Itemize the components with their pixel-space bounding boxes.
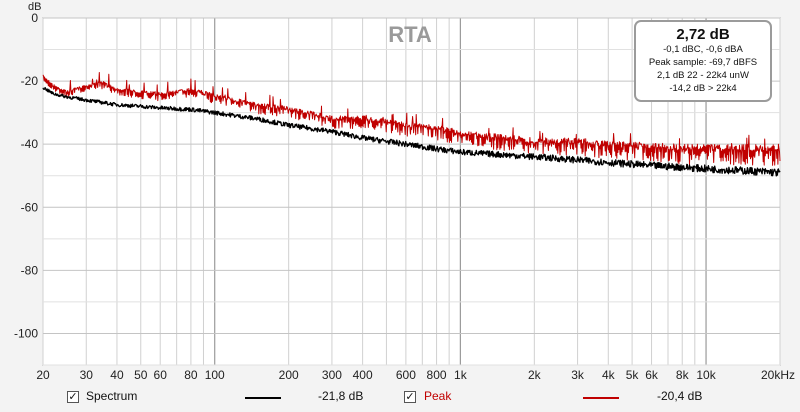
x-tick-label: 30 — [80, 368, 94, 382]
legend-value-peak: -20,4 dB — [657, 389, 703, 403]
legend-label-peak: Peak — [424, 389, 452, 403]
x-tick-label: 8k — [676, 368, 690, 382]
measurement-info-box: 2,72 dB -0,1 dBC, -0,6 dBA Peak sample: … — [634, 20, 772, 102]
y-tick-label: -60 — [21, 200, 39, 214]
legend: ✓ Spectrum -21,8 dB ✓ Peak -20,4 dB — [0, 389, 800, 409]
x-tick-labels: 20 30 40 50 60 80 100 200 300 400 600 800 1k 2k 3k 4k 5k… — [36, 368, 795, 382]
series-line-peak — [42, 72, 781, 166]
x-tick-label: 60 — [154, 368, 168, 382]
info-main-value: 2,72 dB — [676, 26, 730, 43]
x-tick-label: 3k — [571, 368, 585, 382]
x-tick-label: 800 — [427, 368, 447, 382]
x-tick-label: 100 — [205, 368, 225, 382]
x-tick-label: 40 — [110, 368, 124, 382]
x-tick-label: 5k — [626, 368, 640, 382]
info-line-peak-sample: Peak sample: -69,7 dBFS — [648, 57, 758, 68]
legend-label-spectrum: Spectrum — [86, 389, 138, 403]
y-tick-labels: 0 -20 -40 -60 -80 -100 — [14, 11, 38, 340]
y-tick-label: -80 — [21, 263, 39, 277]
x-tick-label: 600 — [396, 368, 416, 382]
legend-value-spectrum: -21,8 dB — [318, 389, 364, 403]
x-tick-label: 2k — [528, 368, 542, 382]
x-tick-label: 20 — [36, 368, 50, 382]
info-line-unweighted: 2,1 dB 22 - 22k4 unW — [657, 70, 749, 81]
peak-checkbox[interactable]: ✓ — [404, 391, 416, 403]
x-tick-label: 50 — [134, 368, 148, 382]
x-tick-label: 10k — [696, 368, 716, 382]
y-tick-label: -100 — [14, 326, 38, 340]
y-tick-label: -20 — [21, 74, 39, 88]
x-tick-label: 300 — [322, 368, 342, 382]
info-line-weighting: -0,1 dBC, -0,6 dBA — [663, 44, 743, 55]
grid-lines — [42, 17, 781, 366]
x-tick-label: 200 — [279, 368, 299, 382]
x-tick-label: 20kHz — [761, 368, 795, 382]
y-unit-label: dB — [28, 1, 41, 13]
y-tick-label: -40 — [21, 137, 39, 151]
legend-swatch-peak — [583, 397, 619, 399]
y-tick-label: 0 — [31, 11, 38, 25]
info-line-above-band: -14,2 dB > 22k4 — [669, 83, 737, 94]
x-tick-label: 80 — [184, 368, 198, 382]
chart-title: RTA — [388, 22, 432, 47]
x-tick-label: 400 — [353, 368, 373, 382]
x-tick-label: 4k — [602, 368, 616, 382]
series-line-spectrum — [42, 86, 781, 177]
spectrum-checkbox[interactable]: ✓ — [67, 391, 79, 403]
x-tick-label: 6k — [645, 368, 659, 382]
x-tick-label: 1k — [454, 368, 468, 382]
series-group — [42, 72, 781, 177]
legend-swatch-spectrum — [245, 397, 281, 399]
